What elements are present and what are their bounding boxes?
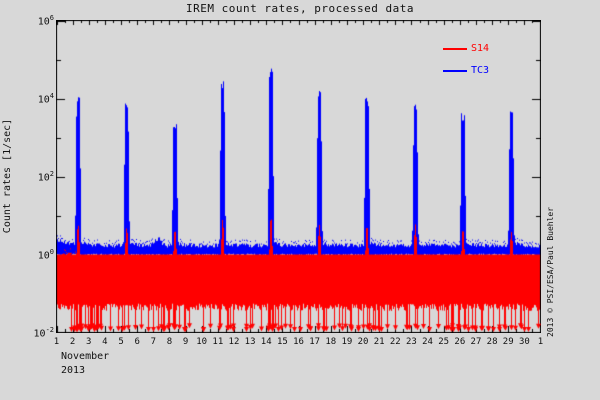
legend-line-tc3: [443, 70, 467, 72]
x-tick-label: 24: [422, 337, 433, 347]
x-tick-label: 13: [244, 337, 256, 347]
x-axis-year-label: 2013: [61, 365, 86, 376]
x-tick-label: 20: [357, 337, 369, 347]
x-tick-label: 23: [406, 337, 417, 347]
x-tick-label: 1: [537, 337, 544, 347]
x-tick-label: 21: [373, 337, 385, 347]
y-tick-label: 10-2: [33, 325, 54, 339]
x-tick-label: 9: [182, 337, 189, 347]
x-tick-label: 22: [389, 337, 401, 347]
y-tick-label: 104: [37, 91, 54, 105]
x-tick-label: 8: [166, 337, 173, 347]
x-tick-label: 4: [102, 337, 108, 347]
x-tick-label: 7: [150, 337, 156, 347]
y-tick-label: 100: [37, 247, 54, 261]
x-tick-label: 29: [502, 337, 514, 347]
copyright-credit-label: 2013 © PSI/ESA/Paul Buehler: [546, 206, 555, 337]
x-tick-label: 30: [518, 337, 530, 347]
x-tick-label: 26: [454, 337, 466, 347]
x-tick-label: 25: [438, 337, 450, 347]
y-tick-label: 106: [37, 13, 54, 27]
legend-label-s14: S14: [471, 43, 490, 54]
x-tick-label: 19: [341, 337, 353, 347]
chart-title: IREM count rates, processed data: [186, 2, 414, 15]
legend-line-s14: [443, 48, 467, 50]
x-tick-label: 18: [325, 337, 337, 347]
x-tick-label: 10: [196, 337, 208, 347]
x-tick-label: 11: [212, 337, 224, 347]
x-axis-month-label: November: [61, 351, 110, 362]
x-tick-label: 15: [276, 337, 288, 347]
legend-label-tc3: TC3: [471, 65, 490, 76]
x-tick-label: 28: [486, 337, 498, 347]
x-tick-label: 17: [309, 337, 321, 347]
x-tick-label: 12: [228, 337, 240, 347]
x-tick-label: 16: [293, 337, 304, 347]
x-tick-label: 5: [118, 337, 124, 347]
x-tick-label: 3: [86, 337, 92, 347]
x-tick-label: 2: [69, 337, 76, 347]
x-tick-label: 6: [134, 337, 140, 347]
x-tick-label: 1: [53, 337, 60, 347]
y-tick-label: 102: [37, 169, 54, 183]
x-tick-label: 14: [260, 337, 272, 347]
x-tick-label: 27: [470, 337, 482, 347]
plot-area-canvas: [56, 20, 541, 333]
